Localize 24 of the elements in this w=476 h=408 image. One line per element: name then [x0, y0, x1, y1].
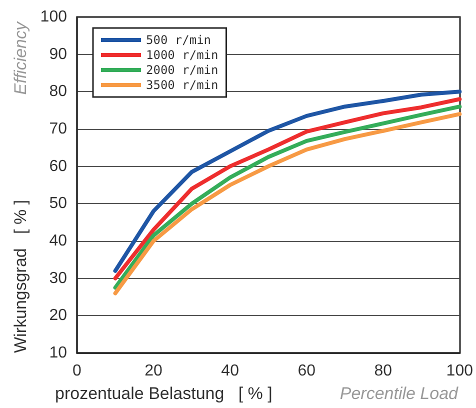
- y-tick-label: 20: [49, 307, 68, 324]
- y-tick-label: 50: [49, 195, 68, 212]
- x-tick-label: 40: [221, 362, 240, 380]
- y-tick-label: 90: [49, 46, 68, 63]
- x-tick-label: 20: [144, 362, 163, 380]
- y-tick-label: 80: [49, 83, 68, 100]
- y-tick-label: 40: [49, 232, 68, 250]
- y-tick-label: 60: [49, 158, 68, 175]
- legend-label: 1000 r/min: [146, 48, 218, 62]
- x-tick-label: 100: [446, 362, 474, 380]
- x-tick-label: 60: [298, 362, 316, 380]
- legend-label: 2000 r/min: [146, 63, 218, 77]
- text: Percentile Load: [340, 384, 459, 403]
- y-tick-label: 100: [40, 8, 68, 26]
- y-tick-label: 30: [49, 270, 68, 287]
- y-tick-label: 70: [49, 120, 68, 138]
- legend-label: 500 r/min: [146, 33, 212, 47]
- text: Efficiency: [11, 20, 30, 95]
- y-axis-title: Wirkungsgrad [ % ]: [11, 200, 30, 353]
- x-axis-title: prozentuale Belastung [ % ]: [55, 384, 272, 403]
- legend-label: 3500 r/min: [146, 78, 218, 92]
- x-tick-label: 0: [72, 362, 82, 380]
- y-tick-label: 10: [49, 344, 68, 362]
- x-tick-label: 80: [374, 362, 392, 380]
